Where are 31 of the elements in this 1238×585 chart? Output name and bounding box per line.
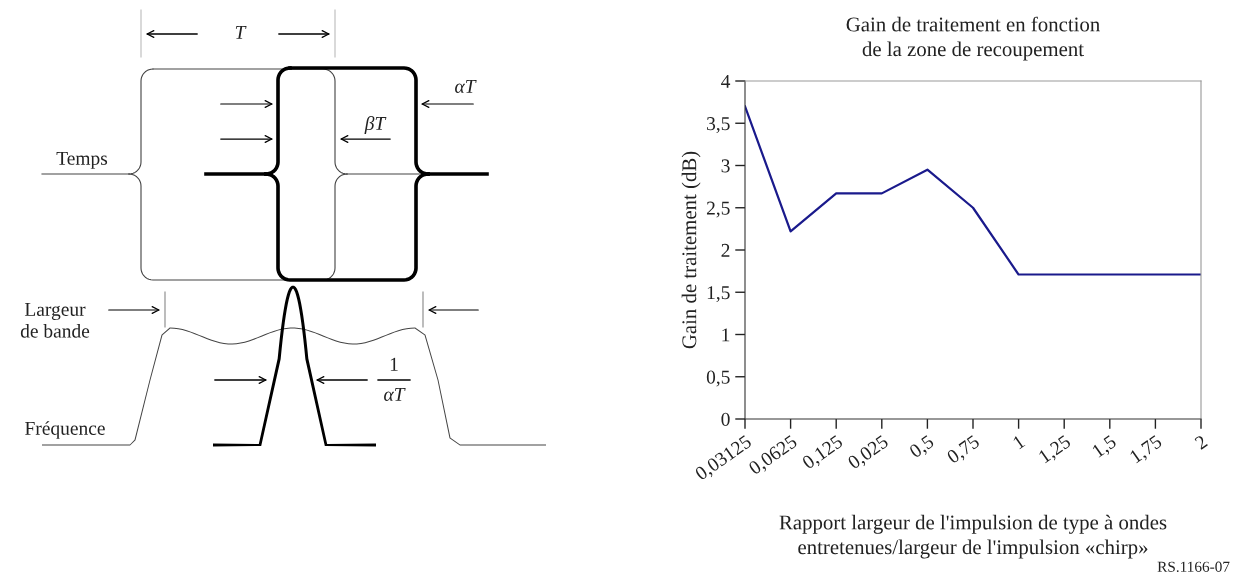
y-tick-label: 1,5 bbox=[707, 286, 730, 302]
y-axis-title: Gain de traitement (dB) bbox=[681, 151, 701, 349]
text: Largeur de bande bbox=[20, 303, 90, 338]
text: αT bbox=[384, 387, 406, 401]
x-tick-label: 2 bbox=[1194, 434, 1208, 450]
x-tick-label: 1,5 bbox=[1091, 434, 1119, 461]
text: 1 bbox=[390, 357, 398, 371]
x-axis-title: Rapport largeur de l'impulsion de type à ondes entretenues/largeur de l'impulsion «chirp» bbox=[779, 514, 1167, 559]
text: αT bbox=[455, 79, 477, 93]
text: T bbox=[235, 25, 247, 39]
y-tick-label: 2 bbox=[721, 243, 730, 257]
y-tick-label: 0,5 bbox=[706, 370, 730, 387]
x-tick-label: 1,25 bbox=[1038, 434, 1074, 466]
y-tick-label: 2,5 bbox=[706, 201, 730, 218]
y-tick-label: 4 bbox=[721, 74, 731, 88]
text: Fréquence bbox=[25, 421, 105, 439]
chart-title: Gain de traitement en fonction de la zone de recoupement bbox=[846, 16, 1100, 61]
x-tick-label: 1,75 bbox=[1129, 434, 1165, 466]
x-tick-label: 0,125 bbox=[801, 434, 846, 472]
y-tick-label: 1 bbox=[722, 328, 730, 342]
x-tick-label: 0,5 bbox=[908, 434, 937, 461]
x-tick-label: 0,025 bbox=[846, 434, 891, 472]
x-tick-label: 0,75 bbox=[946, 434, 982, 467]
y-tick-label: 0 bbox=[721, 412, 730, 426]
text: Temps bbox=[56, 151, 108, 169]
text: βT bbox=[364, 116, 387, 134]
y-tick-label: 3 bbox=[721, 159, 730, 173]
text: RS.1166-07 bbox=[1157, 561, 1230, 572]
y-tick-label: 3,5 bbox=[707, 117, 730, 133]
line-series bbox=[745, 105, 1201, 276]
x-tick-label: 1 bbox=[1012, 434, 1026, 450]
